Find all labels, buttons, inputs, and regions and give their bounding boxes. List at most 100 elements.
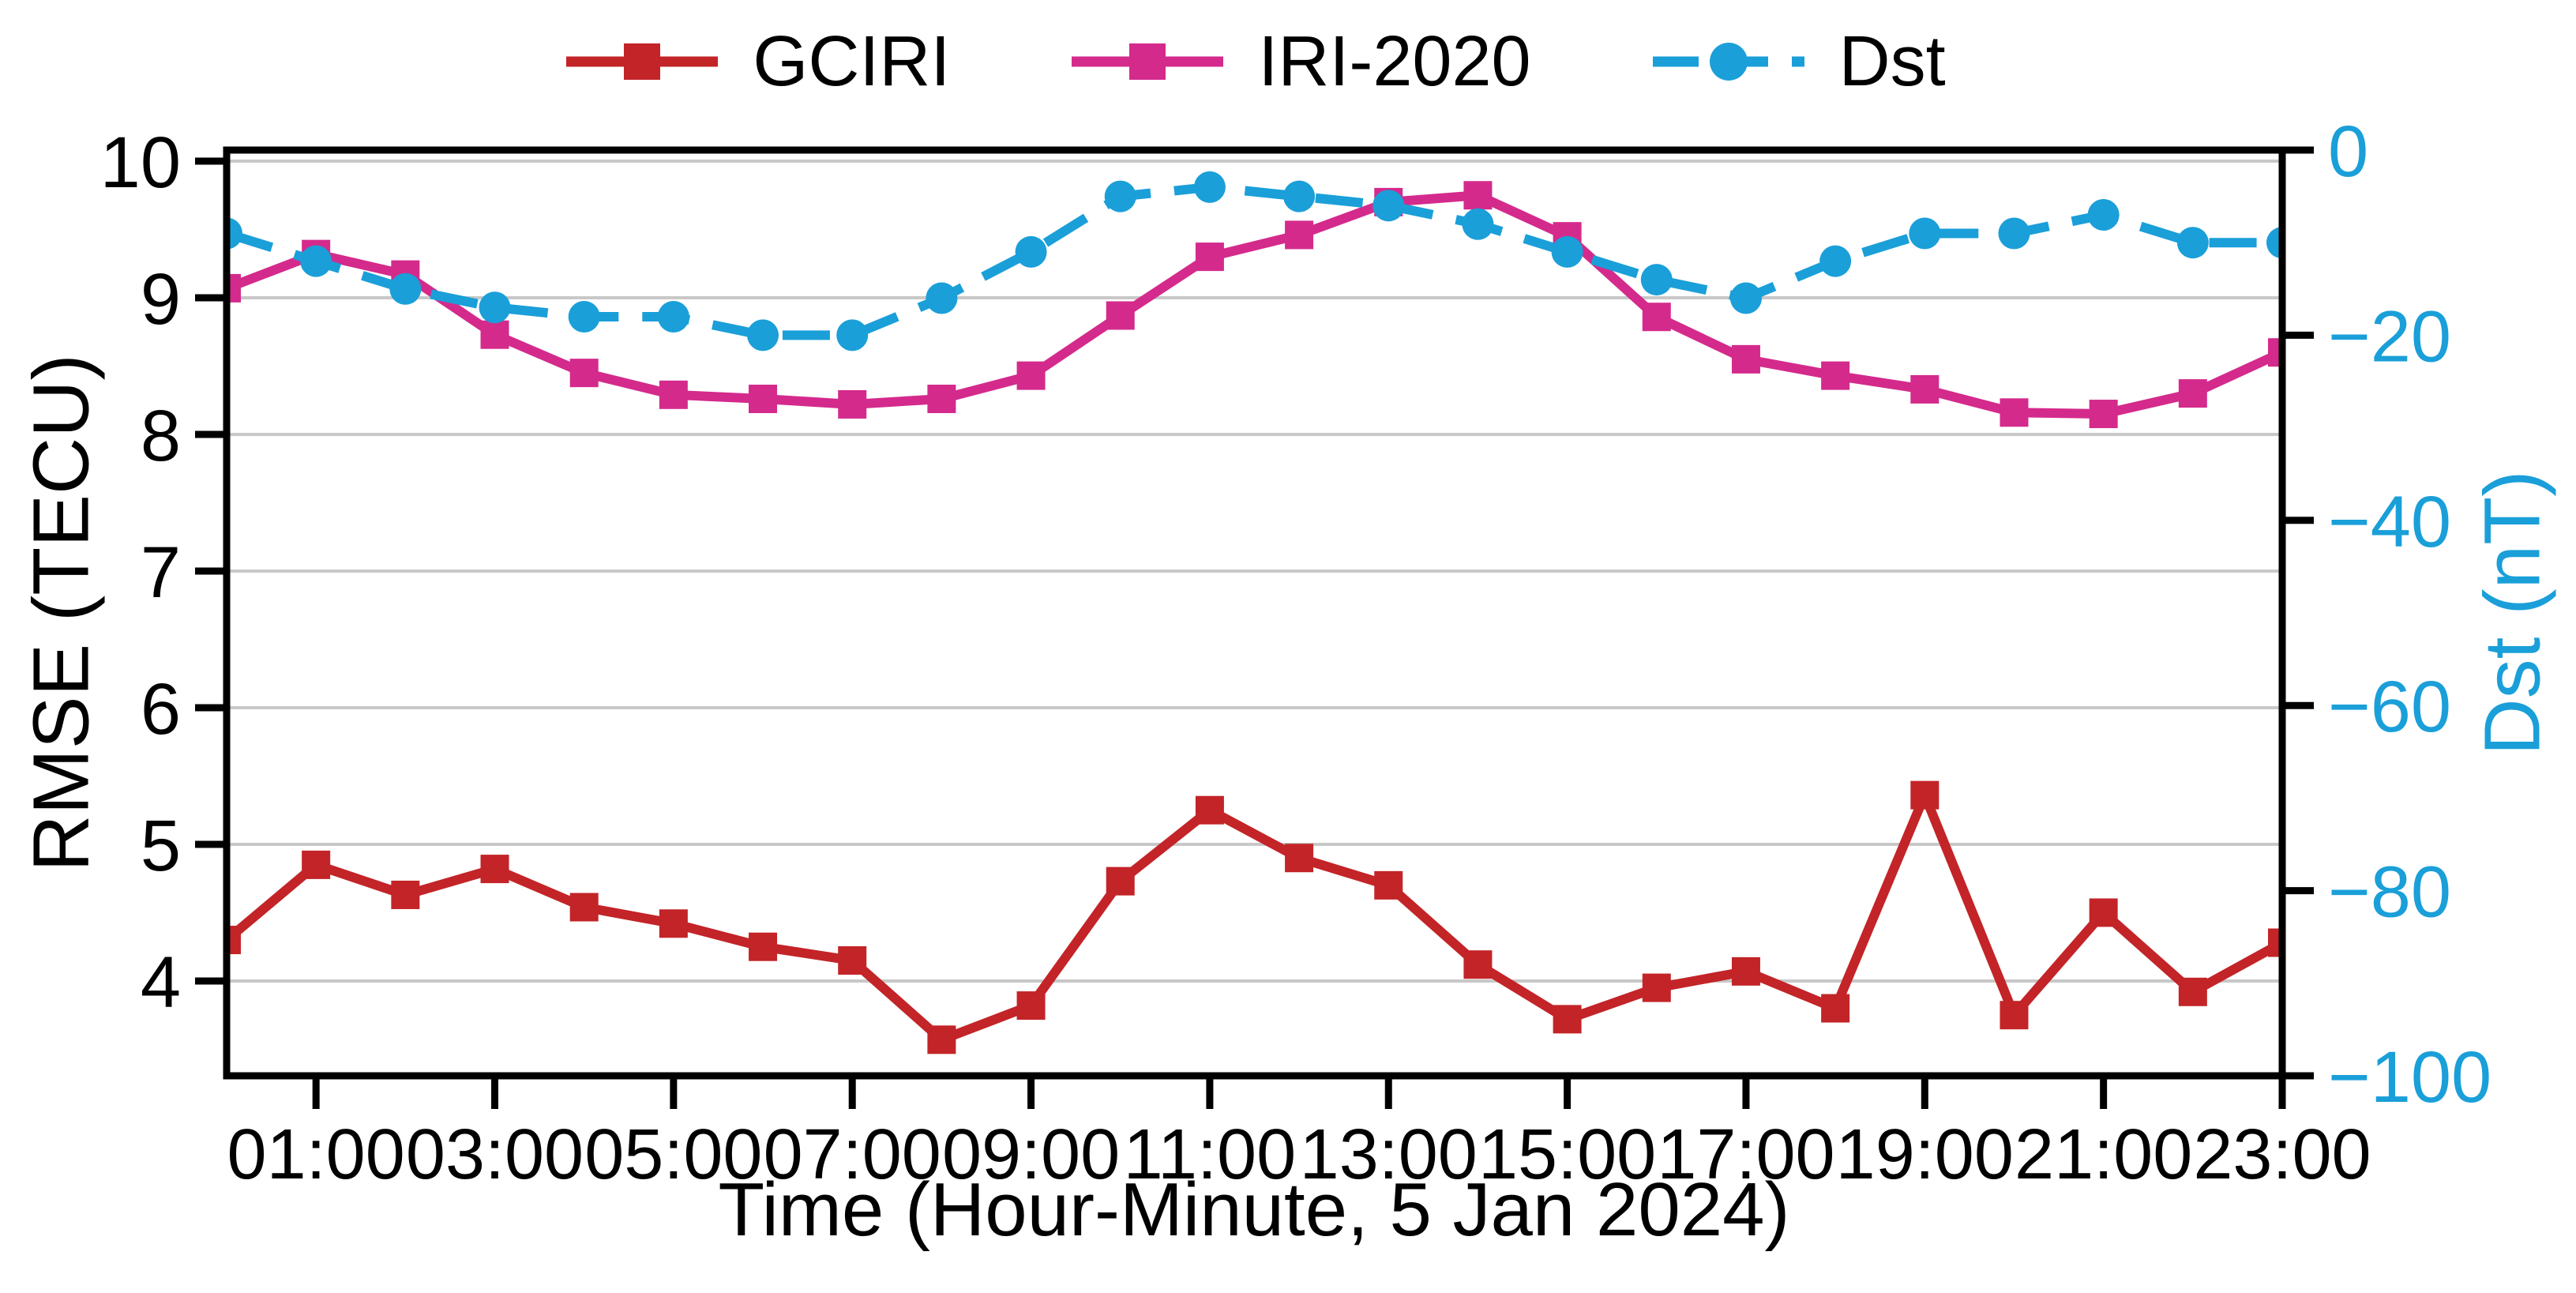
iri-2020-marker	[927, 385, 956, 414]
gciri-marker	[1821, 994, 1850, 1023]
iri-2020-marker	[749, 385, 778, 414]
legend: GCIRI IRI-2020 Dst	[227, 14, 2282, 109]
iri-2020-marker	[1463, 181, 1493, 210]
x-tick-label: 13:00	[1300, 1115, 1478, 1194]
left-tick-label: 4	[141, 942, 181, 1023]
dst-marker	[1819, 245, 1852, 277]
gridlines	[227, 160, 2282, 983]
dst-marker	[389, 273, 422, 305]
dst-marker	[657, 300, 689, 333]
dst-marker	[227, 217, 242, 250]
x-tick-label: 17:00	[1657, 1115, 1834, 1194]
dst-markers	[227, 171, 2282, 351]
iri-2020-marker	[569, 359, 599, 388]
right-tick-label: 0	[2328, 111, 2368, 192]
gciri-marker	[1910, 780, 1940, 810]
left-tick-label: 5	[141, 806, 181, 886]
iri-2020-marker	[2000, 398, 2029, 427]
iri-2020-marker	[1195, 242, 1224, 272]
gciri-series	[227, 780, 2282, 1054]
left-tick-label: 10	[100, 122, 181, 203]
dst-marker	[479, 291, 511, 324]
gciri-line	[227, 782, 2282, 1046]
gciri-marker	[659, 909, 688, 938]
iri-2020-marker	[1910, 374, 1940, 404]
x-tick-label: 21:00	[2015, 1115, 2192, 1194]
x-tick-label: 07:00	[764, 1115, 941, 1194]
dst-marker	[1104, 180, 1136, 212]
dst-marker	[1909, 217, 1941, 250]
dst-legend-marker	[1652, 43, 1804, 81]
left-y-axis-label: RMSE (TECU)	[17, 354, 106, 872]
gciri-marker	[838, 945, 867, 975]
dst-marker	[926, 282, 958, 314]
left-tick-label: 7	[141, 532, 181, 613]
gciri-marker	[2000, 1001, 2029, 1030]
iri-2020-marker	[1821, 361, 1850, 390]
gciri-markers	[227, 780, 2282, 1054]
gciri-marker	[1463, 950, 1493, 979]
dst-series	[227, 171, 2282, 351]
iri-2020-marker	[659, 380, 688, 409]
gciri-marker	[302, 850, 331, 879]
gciri-marker	[1195, 795, 1224, 825]
legend-item-dst: Dst	[1650, 21, 1946, 103]
right-tick-label: −40	[2328, 482, 2451, 562]
iri-2020-marker	[838, 389, 867, 419]
gciri-marker	[1553, 1005, 1582, 1034]
dst-marker	[300, 245, 332, 277]
iri-2020-marker	[1642, 303, 1671, 332]
legend-label-gciri: GCIRI	[753, 21, 951, 101]
iri-2020-marker	[2089, 400, 2118, 429]
right-y-axis-label: Dst (nT)	[2468, 470, 2557, 756]
iri-2020-marker	[1016, 361, 1046, 390]
gciri-marker	[1016, 991, 1046, 1020]
x-axis-label: Time (Hour-Minute, 5 Jan 2024)	[718, 1167, 1790, 1252]
dst-marker	[1015, 235, 1047, 268]
gciri-marker	[749, 932, 778, 961]
dst-marker	[747, 319, 779, 351]
ticks: 4 5 6 7 8 9 10 0 −20 −40 −60 −80 −100 01:00 03:00 05:00…	[100, 111, 2492, 1194]
dst-marker	[2087, 199, 2120, 231]
dst-marker	[568, 300, 600, 333]
gciri-marker	[1106, 866, 1135, 896]
gciri-marker	[1285, 844, 1314, 873]
dst-marker	[1998, 217, 2030, 250]
x-tick-label: 23:00	[2193, 1115, 2371, 1194]
gciri-marker	[1374, 870, 1403, 900]
legend-label-dst: Dst	[1838, 21, 1946, 101]
dst-marker	[1551, 235, 1583, 268]
left-tick-label: 6	[141, 669, 181, 750]
legend-item-iri2020: IRI-2020	[1068, 21, 1531, 103]
legend-item-gciri: GCIRI	[563, 21, 950, 103]
gciri-marker	[1642, 973, 1671, 1002]
gciri-marker	[2178, 977, 2207, 1006]
dst-marker	[1283, 180, 1316, 212]
gciri-legend-marker	[566, 43, 719, 80]
x-tick-label: 19:00	[1836, 1115, 2014, 1194]
x-tick-label: 15:00	[1478, 1115, 1656, 1194]
dst-marker	[1462, 208, 1494, 240]
gciri-marker	[2089, 898, 2118, 927]
dst-marker	[1372, 190, 1405, 222]
right-tick-label: −80	[2328, 852, 2451, 933]
iri-2020-series	[227, 181, 2282, 429]
left-tick-label: 8	[141, 396, 181, 476]
gciri-marker	[927, 1025, 956, 1054]
x-tick-label: 11:00	[1124, 1115, 1297, 1194]
gciri-marker	[569, 893, 599, 922]
iri-2020-line	[227, 190, 2282, 419]
iri-2020-marker	[480, 320, 509, 349]
right-tick-label: −100	[2328, 1037, 2492, 1118]
legend-label-iri2020: IRI-2020	[1258, 21, 1531, 101]
x-tick-label: 03:00	[406, 1115, 584, 1194]
iri-2020-markers	[227, 181, 2282, 429]
dst-marker	[2266, 227, 2282, 259]
left-tick-label: 9	[141, 259, 181, 340]
dst-marker	[2176, 227, 2209, 259]
iri-2020-marker	[2178, 379, 2207, 408]
iri-2020-marker	[1106, 301, 1135, 330]
dst-marker	[1729, 282, 1762, 314]
